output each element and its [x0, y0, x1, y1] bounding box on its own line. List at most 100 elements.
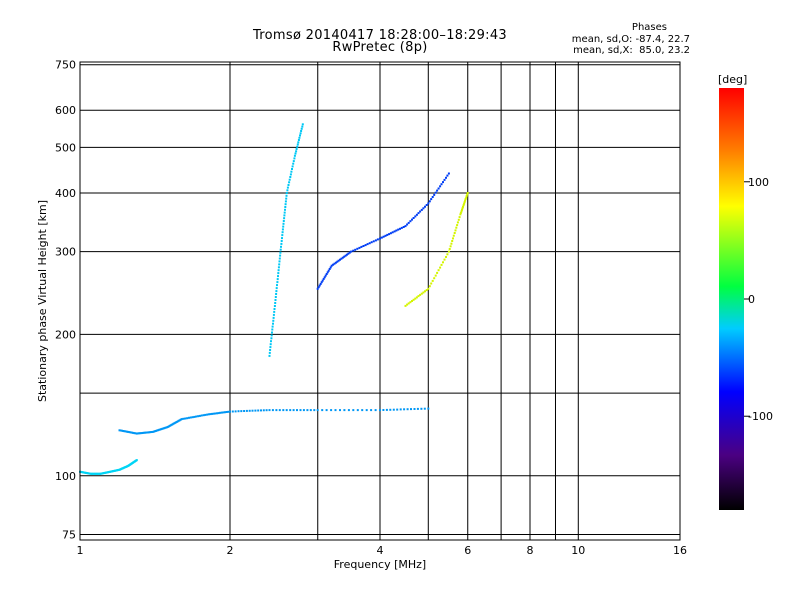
data-point [374, 409, 377, 412]
data-point [195, 415, 198, 418]
colorbar-tick-label: -100 [748, 410, 773, 423]
data-point [248, 409, 251, 412]
data-point [273, 308, 276, 310]
data-point [433, 277, 436, 280]
data-point [284, 206, 287, 208]
data-point [321, 409, 324, 412]
data-point [411, 218, 413, 221]
data-point [286, 189, 289, 192]
data-point [295, 148, 298, 150]
data-point [403, 408, 406, 411]
data-point [419, 293, 422, 296]
data-point [120, 429, 123, 432]
data-point [325, 273, 328, 275]
data-point [275, 290, 278, 293]
data-point [322, 277, 325, 280]
data-point [272, 313, 275, 316]
data-point [400, 226, 403, 229]
data-point [466, 193, 469, 196]
data-point [368, 242, 371, 245]
data-point [275, 293, 278, 295]
data-point [352, 249, 355, 252]
data-point [297, 141, 300, 144]
data-point [143, 431, 146, 434]
data-point [271, 409, 274, 412]
data-point [425, 204, 428, 206]
data-point [393, 230, 396, 233]
data-point [147, 431, 150, 434]
axis-ticks: 1 2 4 6 8 10 16 75 100 200 300 400 500 600 750 [55, 59, 687, 557]
data-point [191, 416, 194, 419]
data-point [217, 412, 220, 415]
data-point [461, 208, 463, 211]
data-point [399, 408, 402, 411]
data-point [439, 185, 442, 188]
data-point [412, 298, 415, 301]
data-point [431, 196, 434, 198]
data-point [339, 409, 341, 412]
data-point [320, 281, 323, 284]
data-point [277, 275, 279, 278]
data-point [225, 411, 228, 413]
data-point [130, 431, 133, 434]
data-point [278, 409, 281, 412]
data-point [430, 282, 433, 285]
data-point [324, 274, 327, 277]
data-point [271, 328, 274, 331]
data-point [202, 414, 205, 417]
data-point [446, 253, 449, 256]
data-point [370, 409, 373, 412]
data-point [184, 417, 187, 420]
data-point [352, 409, 355, 412]
data-point [155, 429, 157, 432]
data-point [219, 411, 222, 414]
data-point [227, 410, 230, 413]
x-tick-label: 1 [77, 544, 84, 557]
data-point [413, 408, 416, 410]
data-point [462, 204, 465, 207]
data-point [459, 213, 462, 216]
data-point [245, 409, 248, 412]
data-point [362, 245, 365, 247]
data-point [284, 208, 286, 211]
data-point [384, 234, 387, 237]
data-point [332, 263, 335, 266]
y-tick-label: 75 [62, 528, 76, 541]
data-point [270, 334, 273, 337]
data-point [389, 408, 392, 411]
data-point [461, 207, 464, 210]
data-point [358, 246, 361, 249]
data-point [404, 304, 407, 307]
data-point [282, 409, 285, 412]
data-point [295, 150, 298, 153]
data-point [370, 241, 373, 244]
data-point [420, 407, 423, 410]
data-point [382, 235, 385, 238]
data-point [321, 279, 324, 282]
data-point [453, 232, 456, 234]
data-point [319, 282, 322, 285]
data-point [425, 289, 428, 292]
data-point [274, 302, 277, 304]
data-point [141, 432, 144, 434]
data-point [260, 409, 262, 412]
data-point [301, 125, 304, 128]
data-point [313, 409, 316, 412]
data-point [414, 297, 417, 300]
data-point [459, 211, 462, 214]
data-point [292, 162, 295, 165]
data-point [464, 198, 467, 201]
data-point [299, 132, 302, 135]
data-point [207, 413, 210, 416]
data-point [268, 354, 271, 357]
x-tick-label: 16 [673, 544, 687, 557]
data-point [316, 287, 319, 290]
data-point [292, 160, 295, 163]
data-point [347, 252, 350, 255]
data-point [277, 266, 280, 269]
data-point [279, 254, 282, 257]
data-point [251, 409, 254, 412]
data-point [434, 274, 437, 277]
data-point [273, 310, 276, 313]
